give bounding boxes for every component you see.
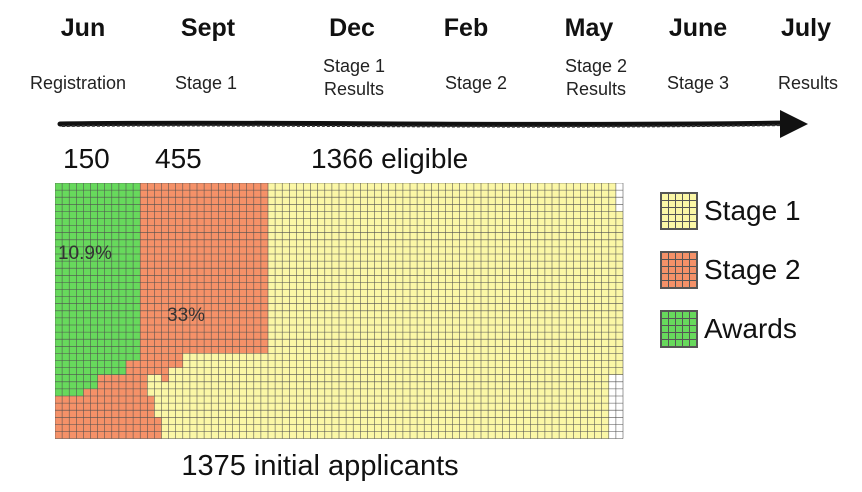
event-stage2: Stage 2 (445, 72, 507, 95)
timeline-arrow (57, 110, 808, 138)
event-stage2-results-line2: Results (565, 79, 627, 99)
event-stage3-line1: Stage 3 (666, 73, 730, 93)
event-registration: Registration (30, 72, 126, 95)
event-stage1-results: Stage 1 Results (323, 55, 385, 101)
count-awards: 150 (63, 143, 110, 174)
waffle-stage2-block-6 (147, 396, 155, 418)
waffle-stage2-block-8 (161, 374, 169, 382)
month-dec: Dec (329, 14, 375, 42)
legend-label-stage2: Stage 2 (704, 254, 801, 285)
event-stage2-results: Stage 2 Results (565, 55, 627, 101)
legend-swatch-awards (660, 310, 698, 348)
legend-item-stage2: Stage 2 (660, 250, 801, 290)
timeline-arrow-shaft-texture (61, 124, 789, 128)
count-eligible: 1366 eligible (311, 143, 469, 174)
timeline-arrow-head (780, 110, 808, 138)
month-sept: Sept (180, 14, 236, 42)
waffle-gridlines (55, 183, 624, 439)
count-stage2: 455 (155, 143, 202, 174)
event-stage2-line1: Stage 2 (444, 73, 508, 93)
event-final-results-line1: Results (777, 73, 839, 93)
month-june: June (668, 14, 728, 42)
month-feb: Feb (443, 14, 489, 42)
event-stage1-results-line2: Results (323, 79, 385, 99)
event-stage1-line1: Stage 1 (174, 73, 238, 93)
event-stage3: Stage 3 (667, 72, 729, 95)
event-final-results: Results (778, 72, 838, 95)
event-registration-line1: Registration (29, 73, 127, 93)
event-stage2-results-line1: Stage 2 (564, 56, 628, 76)
applicant-waffle-grid (55, 183, 624, 439)
legend-label-stage1: Stage 1 (704, 195, 801, 226)
initial-applicants-label: 1375 initial applicants (181, 450, 459, 482)
event-stage1-results-line1: Stage 1 (322, 56, 386, 76)
pct-stage2: 33% (167, 305, 206, 326)
month-may: May (564, 14, 614, 42)
waffle-stage2-block-4 (55, 417, 148, 439)
pct-awards: 10.9% (58, 243, 112, 264)
waffle-stage2-block-3 (55, 396, 148, 418)
legend-item-stage1: Stage 1 (660, 191, 801, 231)
month-jun: Jun (60, 14, 106, 42)
event-stage1: Stage 1 (175, 72, 237, 95)
legend-label-awards: Awards (704, 313, 797, 344)
legend-swatch-stage2 (660, 251, 698, 289)
legend-item-awards: Awards (660, 309, 797, 349)
month-july: July (780, 14, 832, 42)
timeline-arrow-shaft (57, 120, 793, 127)
legend-swatch-stage1 (660, 192, 698, 230)
